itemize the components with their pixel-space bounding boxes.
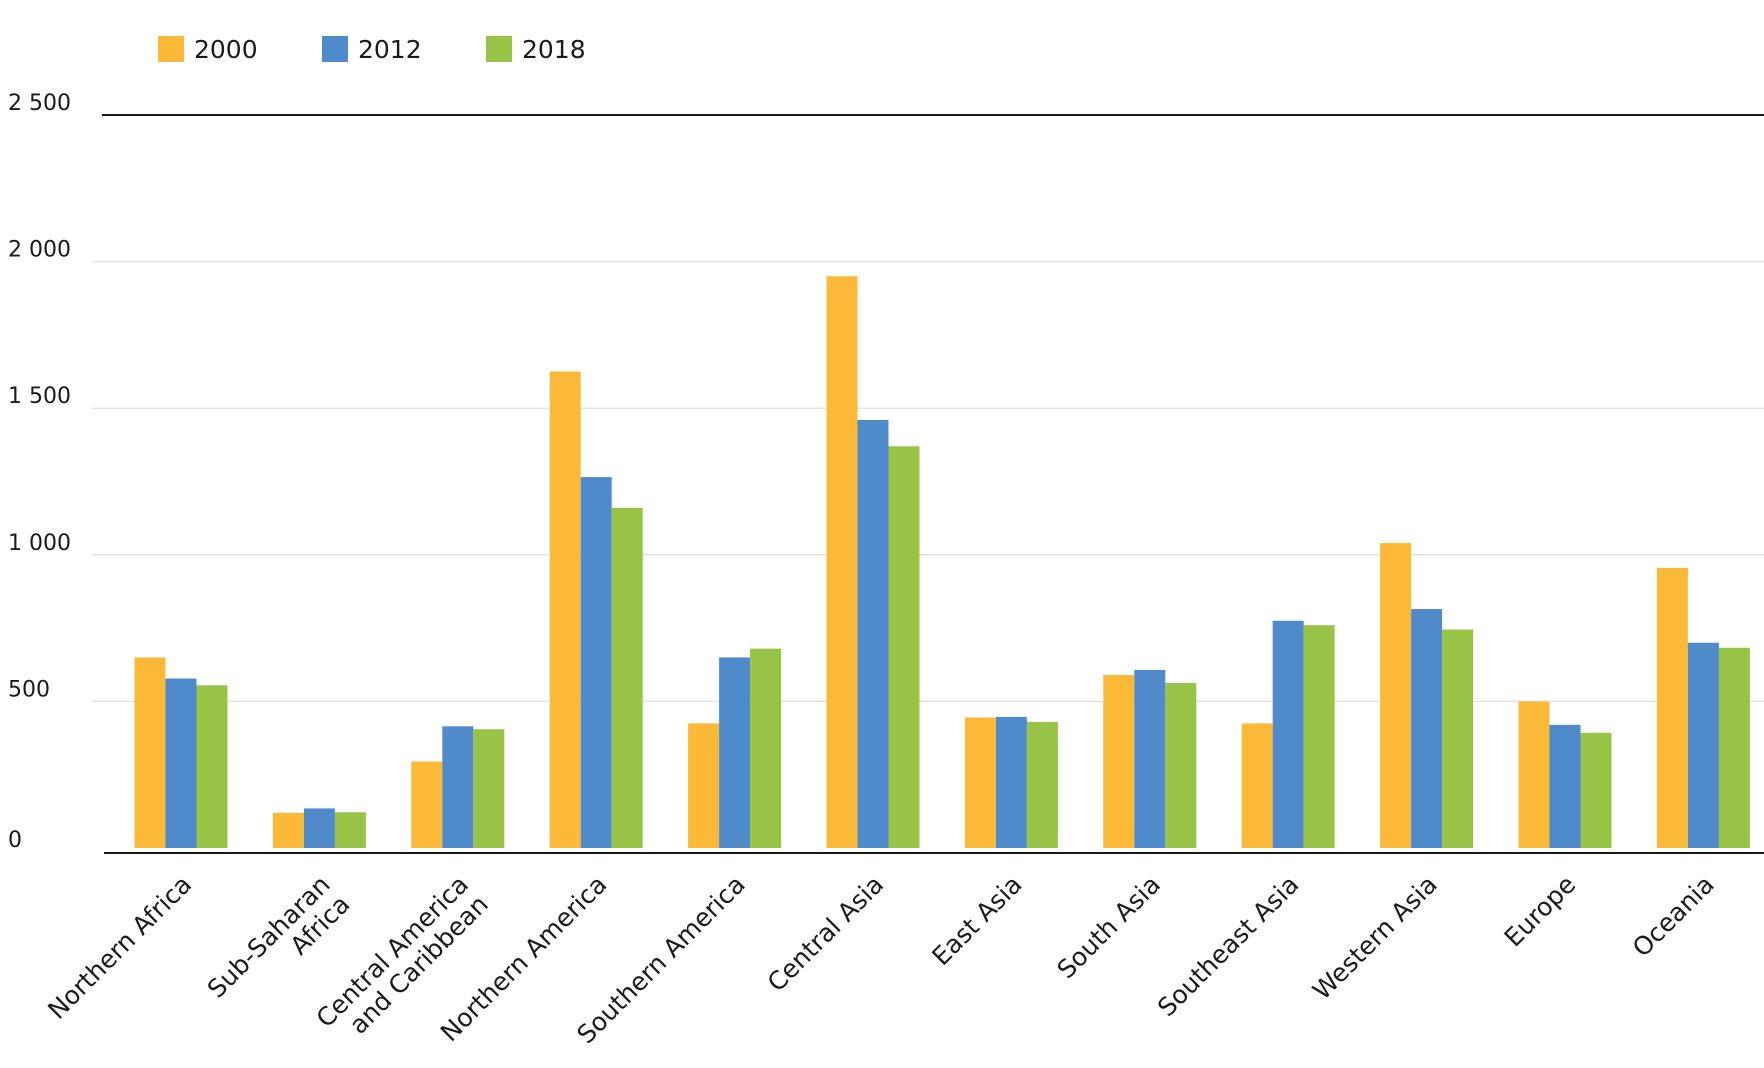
bar-2018 <box>888 446 920 848</box>
category-label-line: Oceania <box>1627 870 1720 963</box>
category-label-line: Western Asia <box>1307 870 1443 1006</box>
category-label: Europe <box>1499 870 1582 953</box>
category-label: Central Asia <box>762 870 890 998</box>
y-tick-label: 0 <box>8 828 22 853</box>
y-tick-label: 2 500 <box>8 91 71 116</box>
category-label: Southeast Asia <box>1152 870 1304 1022</box>
bar-2018 <box>196 685 228 848</box>
y-tick-label: 1 500 <box>8 384 71 409</box>
y-tick-label: 500 <box>8 677 50 702</box>
bar-2000 <box>272 812 304 848</box>
bar-2018 <box>1165 682 1197 848</box>
legend-label-2012: 2012 <box>358 35 422 64</box>
category-label-line: South Asia <box>1051 870 1166 985</box>
legend-label-2000: 2000 <box>194 35 258 64</box>
gridlines <box>92 114 1764 703</box>
bar-2012 <box>857 419 889 848</box>
bar-2012 <box>1134 670 1166 848</box>
bar-2000 <box>549 371 581 848</box>
y-tick-label: 2 000 <box>8 238 71 263</box>
category-label-line: Southeast Asia <box>1152 870 1304 1022</box>
bar-2000 <box>1656 567 1688 848</box>
bar-2018 <box>1026 721 1058 848</box>
bar-2012 <box>165 678 197 848</box>
y-tick-label: 1 000 <box>8 531 71 556</box>
bar-2000 <box>1103 675 1135 848</box>
bar-2012 <box>1411 609 1443 848</box>
bar-2012 <box>1549 724 1581 848</box>
category-label: East Asia <box>926 870 1027 971</box>
bar-2000 <box>688 723 720 848</box>
x-axis-category-labels: Northern Africa Sub-SaharanAfricaCentral … <box>42 870 1720 1049</box>
legend-swatch-2018 <box>486 36 512 62</box>
bar-2018 <box>611 507 643 848</box>
legend: 2000 2012 2018 <box>158 35 586 64</box>
bar-2018 <box>750 648 782 848</box>
bar-2018 <box>1442 629 1474 848</box>
bar-2018 <box>1580 732 1612 848</box>
bar-2012 <box>580 477 612 848</box>
bar-2000 <box>1518 701 1550 848</box>
bar-2018 <box>1303 625 1335 848</box>
category-label-line: Europe <box>1499 870 1582 953</box>
bar-2012 <box>442 726 474 848</box>
category-label: South Asia <box>1051 870 1166 985</box>
bars <box>134 276 1750 848</box>
category-label: Western Asia <box>1307 870 1443 1006</box>
bar-2018 <box>1718 647 1750 848</box>
bar-2000 <box>411 761 443 848</box>
category-label: Oceania <box>1627 870 1720 963</box>
bar-2000 <box>964 717 996 848</box>
category-label-line: Northern Africa <box>42 870 197 1025</box>
bar-2012 <box>1687 642 1719 848</box>
category-label: Northern Africa <box>42 870 197 1025</box>
bar-2018 <box>334 812 366 848</box>
bar-2000 <box>134 657 166 848</box>
bar-2000 <box>1380 543 1412 848</box>
legend-swatch-2012 <box>322 36 348 62</box>
bar-2000 <box>826 276 858 848</box>
y-axis-tick-labels: 0 500 1 000 1 500 2 000 2 500 <box>8 91 71 853</box>
bar-2012 <box>303 808 335 848</box>
category-label-line: East Asia <box>926 870 1027 971</box>
legend-swatch-2000 <box>158 36 184 62</box>
bar-2012 <box>719 657 751 848</box>
bar-2018 <box>473 729 505 848</box>
bar-2000 <box>1241 723 1273 848</box>
bar-2012 <box>1272 620 1304 848</box>
category-label-line: Central Asia <box>762 870 890 998</box>
bar-2012 <box>995 716 1027 848</box>
legend-label-2018: 2018 <box>522 35 586 64</box>
